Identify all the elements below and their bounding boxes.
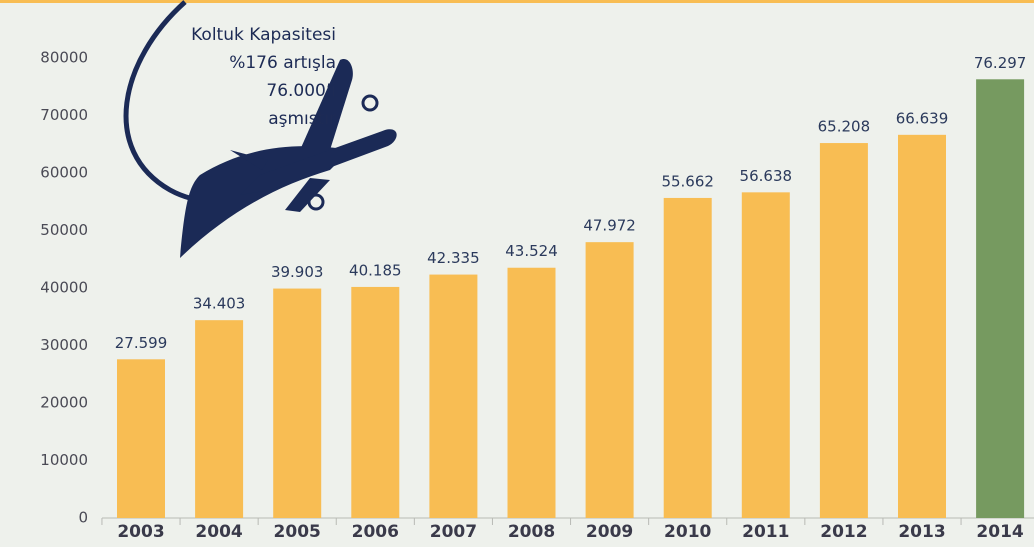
x-tick-label: 2009 [586, 522, 633, 542]
value-label: 76.297 [974, 54, 1027, 72]
bar [898, 134, 946, 518]
bar [976, 79, 1025, 519]
annotation: 76.000’i [266, 81, 336, 101]
bar [351, 286, 400, 518]
bar [273, 288, 322, 518]
annotation: %176 artışla [229, 53, 336, 73]
y-tick-label: 40000 [40, 279, 88, 297]
y-tick-label: 50000 [40, 221, 88, 239]
y-tick-label: 0 [78, 509, 88, 527]
x-tick-label: 2012 [820, 522, 867, 542]
y-tick-label: 20000 [40, 394, 88, 412]
value-label: 65.208 [818, 118, 871, 136]
y-tick-label: 10000 [40, 451, 88, 469]
y-tick-label: 30000 [40, 336, 88, 354]
x-tick-label: 2007 [430, 522, 477, 542]
x-tick-label: 2003 [117, 522, 164, 542]
x-tick-label: 2006 [352, 522, 399, 542]
annotation: Koltuk Kapasitesi [191, 25, 336, 45]
bar [741, 192, 790, 519]
value-label: 43.524 [505, 242, 558, 260]
value-label: 42.335 [427, 249, 480, 267]
bar [429, 274, 478, 518]
bar [195, 320, 244, 518]
y-tick-label: 80000 [40, 49, 88, 67]
y-tick-label: 70000 [40, 106, 88, 124]
bar [507, 267, 556, 518]
value-label: 66.639 [896, 109, 949, 127]
x-tick-label: 2004 [195, 522, 242, 542]
value-label: 34.403 [193, 295, 246, 313]
x-tick-label: 2014 [976, 522, 1023, 542]
bar [117, 359, 165, 518]
bar [585, 242, 634, 518]
bar [819, 143, 868, 518]
value-label: 27.599 [115, 334, 168, 352]
value-label: 40.185 [349, 261, 402, 279]
value-label: 55.662 [661, 172, 714, 190]
x-tick-label: 2005 [274, 522, 321, 542]
value-label: 47.972 [583, 217, 636, 235]
value-label: 56.638 [740, 167, 793, 185]
annotation: aşmıştır [268, 109, 336, 129]
airplane-illustration [123, 0, 397, 258]
x-tick-label: 2011 [742, 522, 789, 542]
value-label: 39.903 [271, 263, 324, 281]
y-tick-label: 60000 [40, 164, 88, 182]
x-tick-label: 2008 [508, 522, 555, 542]
x-tick-label: 2013 [898, 522, 945, 542]
bar [663, 197, 712, 519]
x-tick-label: 2010 [664, 522, 711, 542]
